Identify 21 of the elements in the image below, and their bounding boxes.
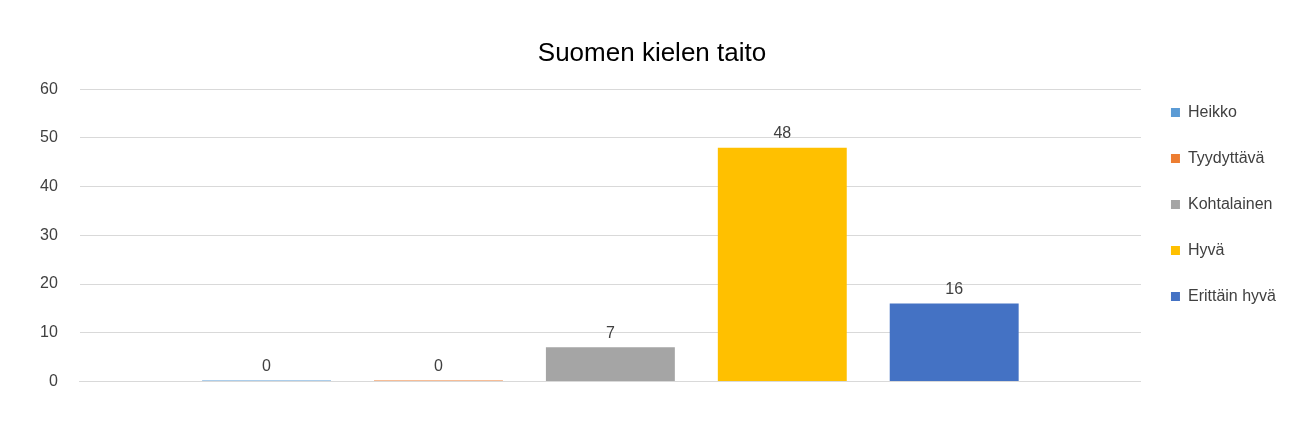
legend-label: Tyydyttävä bbox=[1187, 148, 1265, 166]
y-tick-label: 30 bbox=[40, 225, 58, 243]
data-label: 48 bbox=[773, 124, 792, 142]
bar bbox=[717, 147, 847, 381]
data-label: 16 bbox=[945, 279, 964, 297]
data-label: 0 bbox=[434, 356, 444, 374]
y-tick-label: 20 bbox=[40, 274, 58, 292]
legend-label: Kohtalainen bbox=[1187, 194, 1273, 212]
chart-title: Suomen kielen taito bbox=[537, 36, 767, 67]
y-tick-label: 40 bbox=[40, 177, 58, 195]
data-label: 0 bbox=[262, 356, 272, 374]
y-tick-label: 10 bbox=[40, 323, 58, 341]
y-tick-label: 50 bbox=[40, 128, 58, 146]
bar bbox=[889, 303, 1019, 381]
y-tick-label: 0 bbox=[48, 371, 58, 389]
legend-label: Heikko bbox=[1187, 102, 1237, 120]
data-label: 7 bbox=[605, 323, 615, 341]
y-tick-label: 60 bbox=[40, 79, 58, 97]
bar bbox=[545, 347, 675, 381]
legend-label: Erittäin hyvä bbox=[1187, 286, 1277, 304]
legend-label: Hyvä bbox=[1187, 240, 1225, 258]
